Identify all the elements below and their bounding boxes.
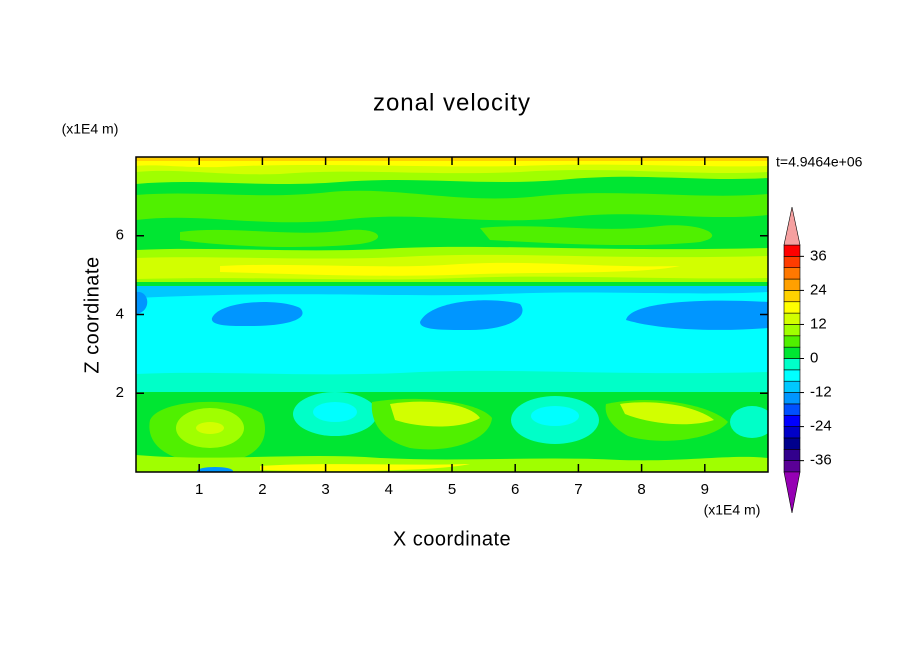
colorbar-tick-label: 0 [810, 349, 818, 366]
x-tick-label: 4 [385, 481, 393, 498]
colorbar-box [783, 448, 801, 461]
colorbar-box [783, 267, 801, 280]
time-annotation: t=4.9464e+06 [776, 154, 863, 170]
x-tick-label: 2 [258, 481, 266, 498]
colorbar-box [783, 426, 801, 439]
colorbar-box [783, 301, 801, 314]
colorbar-tick-label: 36 [810, 247, 827, 264]
colorbar-box [783, 403, 801, 416]
colorbar-tick-label: -36 [810, 452, 832, 469]
colorbar-box [783, 460, 801, 473]
colorbar-box [783, 369, 801, 382]
x-axis-label: X coordinate [393, 528, 511, 550]
x-tick-label: 6 [511, 481, 519, 498]
colorbar-tick-label: -24 [810, 418, 832, 435]
colorbar-tick-label: -12 [810, 384, 832, 401]
contour-field [136, 157, 768, 472]
chart-title: zonal velocity [373, 89, 531, 116]
x-unit: (x1E4 m) [704, 502, 761, 518]
y-tick-label: 2 [116, 384, 124, 401]
x-tick-label: 3 [321, 481, 329, 498]
y-tick-label: 4 [116, 305, 124, 322]
colorbar-box [783, 380, 801, 393]
colorbar-over [783, 206, 801, 246]
colorbar-box [783, 290, 801, 303]
colorbar-box [783, 346, 801, 359]
colorbar-tick-label: 24 [810, 281, 827, 298]
y-tick-label: 6 [116, 227, 124, 244]
x-tick-label: 7 [574, 481, 582, 498]
x-tick-label: 8 [637, 481, 645, 498]
colorbar-box [783, 414, 801, 427]
colorbar-box [783, 392, 801, 405]
colorbar-box [783, 244, 801, 257]
y-unit: (x1E4 m) [62, 121, 119, 137]
colorbar-box [783, 358, 801, 371]
x-tick-label: 9 [701, 481, 709, 498]
x-tick-label: 1 [195, 481, 203, 498]
colorbar-under [783, 471, 801, 514]
x-tick-label: 5 [448, 481, 456, 498]
colorbar-box [783, 437, 801, 450]
colorbar-box [783, 278, 801, 291]
colorbar-box [783, 312, 801, 325]
colorbar-box [783, 335, 801, 348]
colorbar-tick-label: 12 [810, 315, 827, 332]
colorbar-box [783, 324, 801, 337]
y-axis-label: Z coordinate [81, 256, 103, 373]
colorbar-box [783, 256, 801, 269]
